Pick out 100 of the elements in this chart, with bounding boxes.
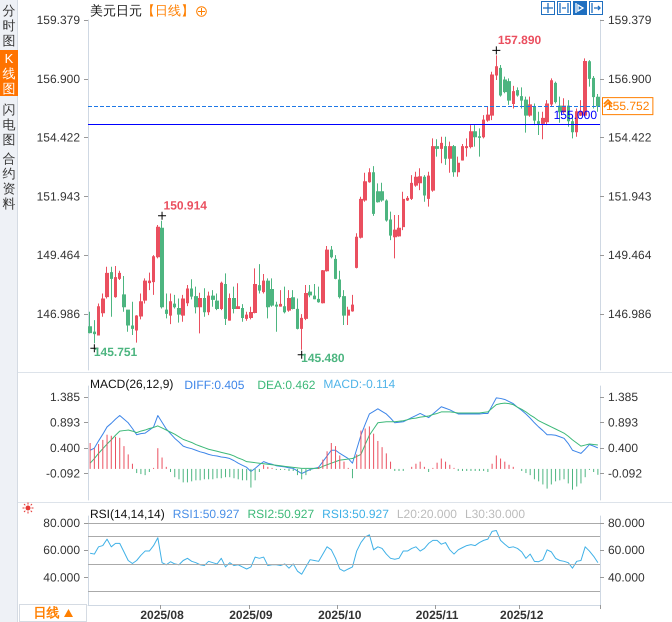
x-tick-label: 2025/11 <box>416 608 459 622</box>
y-tick-label: 60.000 <box>43 543 80 558</box>
candlestick <box>452 144 456 178</box>
y-tick-label: 1.385 <box>50 390 80 404</box>
chart-title: RSI(14,14,14) <box>90 507 165 521</box>
x-tick-label: 2025/09 <box>229 608 273 622</box>
y-tick-label: 156.900 <box>36 72 80 86</box>
candlestick <box>228 292 231 322</box>
x-tick-label: 2025/08 <box>140 608 184 622</box>
y2-tick-label: 154.422 <box>608 130 652 145</box>
text: 合约资料 <box>2 151 16 211</box>
candlestick <box>215 292 219 311</box>
y-tick-label: 149.464 <box>36 248 80 262</box>
y2-tick-label: 0.893 <box>608 416 638 430</box>
candlestick <box>220 281 223 311</box>
y-tick-label: 0.893 <box>50 416 80 430</box>
candlestick <box>232 286 236 314</box>
candlestick <box>334 254 337 280</box>
annotation: RSI2:50.927 <box>247 507 314 521</box>
candlestick <box>291 290 295 310</box>
candlestick <box>266 278 270 319</box>
annotation: 150.914 <box>164 198 208 212</box>
candlestick <box>258 264 261 294</box>
candlestick <box>516 86 519 98</box>
candlestick <box>554 81 557 104</box>
y-tick-label: 80.000 <box>43 516 80 530</box>
candlestick <box>169 292 172 325</box>
candlestick <box>131 301 134 336</box>
y-tick-label: 151.943 <box>36 189 80 204</box>
candlestick <box>308 284 312 298</box>
text: DIFF:0.405 <box>184 378 245 392</box>
x-tick-label: 2025/10 <box>318 608 362 622</box>
candlestick <box>418 168 422 191</box>
candlestick <box>423 174 426 202</box>
annotation: 145.751 <box>94 344 138 359</box>
line-series <box>90 530 598 575</box>
y2-tick-label: 60.000 <box>608 543 646 558</box>
candlestick <box>224 272 227 326</box>
candlestick <box>165 292 168 319</box>
candlestick <box>262 274 265 294</box>
candlestick <box>596 93 600 112</box>
candlestick <box>211 290 215 308</box>
candlestick <box>380 182 384 202</box>
candlestick <box>537 111 540 136</box>
candlestick <box>444 136 447 166</box>
chart-title: 美元日元 <box>90 2 142 20</box>
candlestick <box>512 85 515 109</box>
y2-tick-label: 149.464 <box>608 248 652 262</box>
candlestick <box>440 136 443 164</box>
y2-tick-label: 159.379 <box>608 13 652 27</box>
chart-subtitle: 【日线】 <box>142 2 194 20</box>
chart-title: MACD(26,12,9) <box>90 377 174 391</box>
y2-tick-label: 80.000 <box>608 516 646 530</box>
text: DEA:0.462 <box>257 378 316 392</box>
y-tick-label: 146.986 <box>36 306 80 321</box>
candlestick <box>198 292 202 334</box>
candlestick <box>435 138 439 158</box>
y-tick-label: 40.000 <box>43 570 80 585</box>
y-tick-label: 159.379 <box>36 13 80 27</box>
y-tick-label: -0.092 <box>46 466 80 481</box>
candlestick <box>105 266 109 299</box>
candlestick <box>330 246 333 259</box>
y2-tick-label: 151.943 <box>608 189 652 204</box>
candlestick <box>203 288 206 318</box>
candlestick <box>126 310 130 332</box>
candlestick <box>533 102 536 126</box>
candlestick <box>279 290 282 308</box>
y2-tick-label: 156.900 <box>608 72 652 86</box>
candlestick <box>393 214 397 259</box>
candlestick <box>122 275 126 312</box>
text: 闪电图 <box>2 102 16 146</box>
y2-tick-label: 0.400 <box>608 441 638 456</box>
y2-tick-label: 40.000 <box>608 570 646 585</box>
candlestick <box>283 286 286 314</box>
annotation: L20:20.000 <box>396 507 457 521</box>
candlestick <box>287 290 291 312</box>
y-tick-label: 154.422 <box>36 130 80 145</box>
candlestick <box>236 282 240 310</box>
candlestick <box>177 298 181 324</box>
x-tick-label: 2025/12 <box>500 608 544 622</box>
candlestick <box>507 78 511 106</box>
candlestick <box>457 156 460 178</box>
candlestick <box>313 284 316 300</box>
candlestick <box>448 141 452 174</box>
candlestick <box>110 266 113 318</box>
annotation: 157.890 <box>498 32 542 47</box>
annotation: 145.480 <box>301 351 345 366</box>
text: 分时图 <box>2 2 16 48</box>
candlestick <box>160 220 164 309</box>
candlestick <box>296 298 299 330</box>
ref-line-label: 155.752 <box>606 99 650 114</box>
annotation: L30:30.000 <box>464 507 525 521</box>
annotation: RSI3:50.927 <box>322 507 389 521</box>
text: 日线 <box>34 604 60 622</box>
y-tick-label: 0.400 <box>50 441 80 456</box>
y2-tick-label: 1.385 <box>608 390 638 404</box>
candlestick <box>114 265 117 298</box>
candlestick <box>528 96 532 118</box>
annotation: MACD:-0.114 <box>323 377 396 391</box>
candlestick <box>173 294 176 309</box>
